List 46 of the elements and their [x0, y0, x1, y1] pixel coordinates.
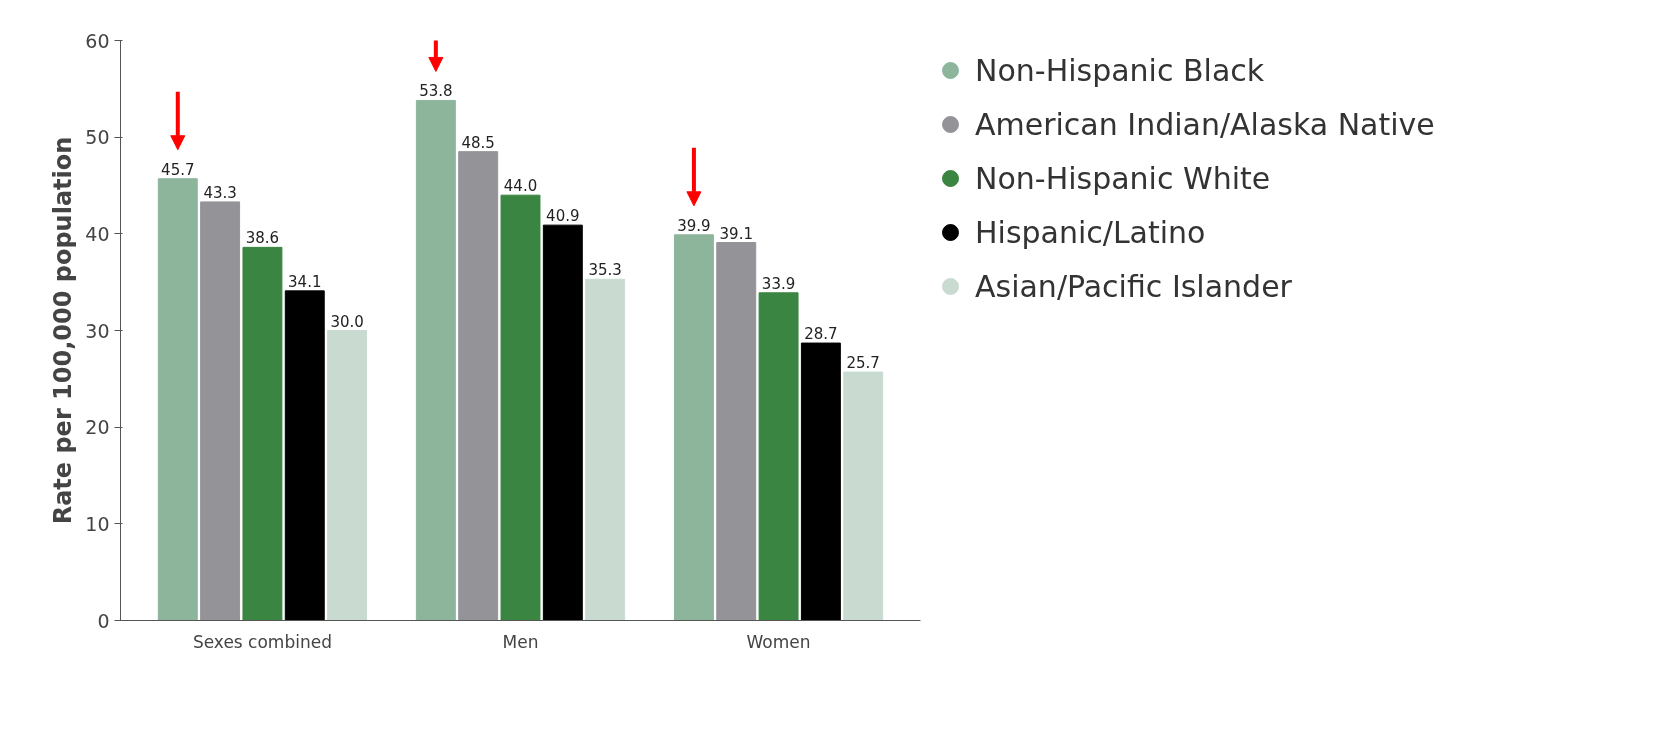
data-label: 28.7 — [804, 325, 838, 344]
bar — [716, 242, 757, 621]
bar — [200, 201, 241, 621]
bar — [242, 246, 283, 621]
bar — [673, 234, 714, 621]
data-label: 30.0 — [330, 312, 364, 331]
data-label: 44.0 — [503, 177, 538, 196]
y-tick-label: 30 — [85, 319, 110, 342]
data-label: 45.7 — [161, 160, 195, 179]
bar — [585, 278, 626, 621]
y-tick-label: 60 — [85, 29, 110, 52]
y-tick-label: 40 — [85, 222, 110, 245]
data-label: 33.9 — [761, 274, 796, 293]
data-label: 40.9 — [546, 207, 580, 226]
data-label: 38.6 — [245, 229, 280, 248]
data-label: 25.7 — [846, 354, 880, 373]
y-tick-label: 50 — [85, 126, 110, 149]
bar — [758, 292, 799, 621]
legend-label: Non-Hispanic White — [975, 160, 1271, 196]
bar — [542, 224, 583, 621]
legend-label: Asian/Pacific Islander — [975, 268, 1292, 304]
data-label: 39.1 — [719, 224, 753, 243]
data-label: 43.3 — [203, 183, 237, 202]
data-label: 48.5 — [461, 133, 495, 152]
y-tick-label: 0 — [97, 609, 110, 632]
bar — [800, 342, 841, 621]
bar — [327, 330, 368, 621]
x-tick-label: Men — [502, 631, 539, 652]
bar — [500, 194, 541, 621]
y-axis-title: Rate per 100,000 population — [49, 136, 78, 525]
bar — [843, 371, 884, 621]
y-tick-label: 10 — [85, 512, 110, 535]
data-label: 35.3 — [588, 261, 622, 280]
data-label: 53.8 — [419, 82, 453, 101]
data-label: 34.1 — [288, 272, 322, 291]
bar — [458, 151, 499, 621]
data-label: 39.9 — [677, 216, 711, 235]
bar — [284, 290, 325, 621]
x-tick-label: Women — [746, 631, 811, 652]
x-tick-label: Sexes combined — [192, 631, 332, 652]
bar — [157, 178, 198, 621]
y-tick-label: 20 — [85, 416, 110, 439]
legend-label: Non-Hispanic Black — [975, 52, 1265, 88]
legend-label: Hispanic/Latino — [975, 214, 1206, 250]
bar — [415, 99, 456, 621]
legend-label: American Indian/Alaska Native — [975, 106, 1435, 142]
